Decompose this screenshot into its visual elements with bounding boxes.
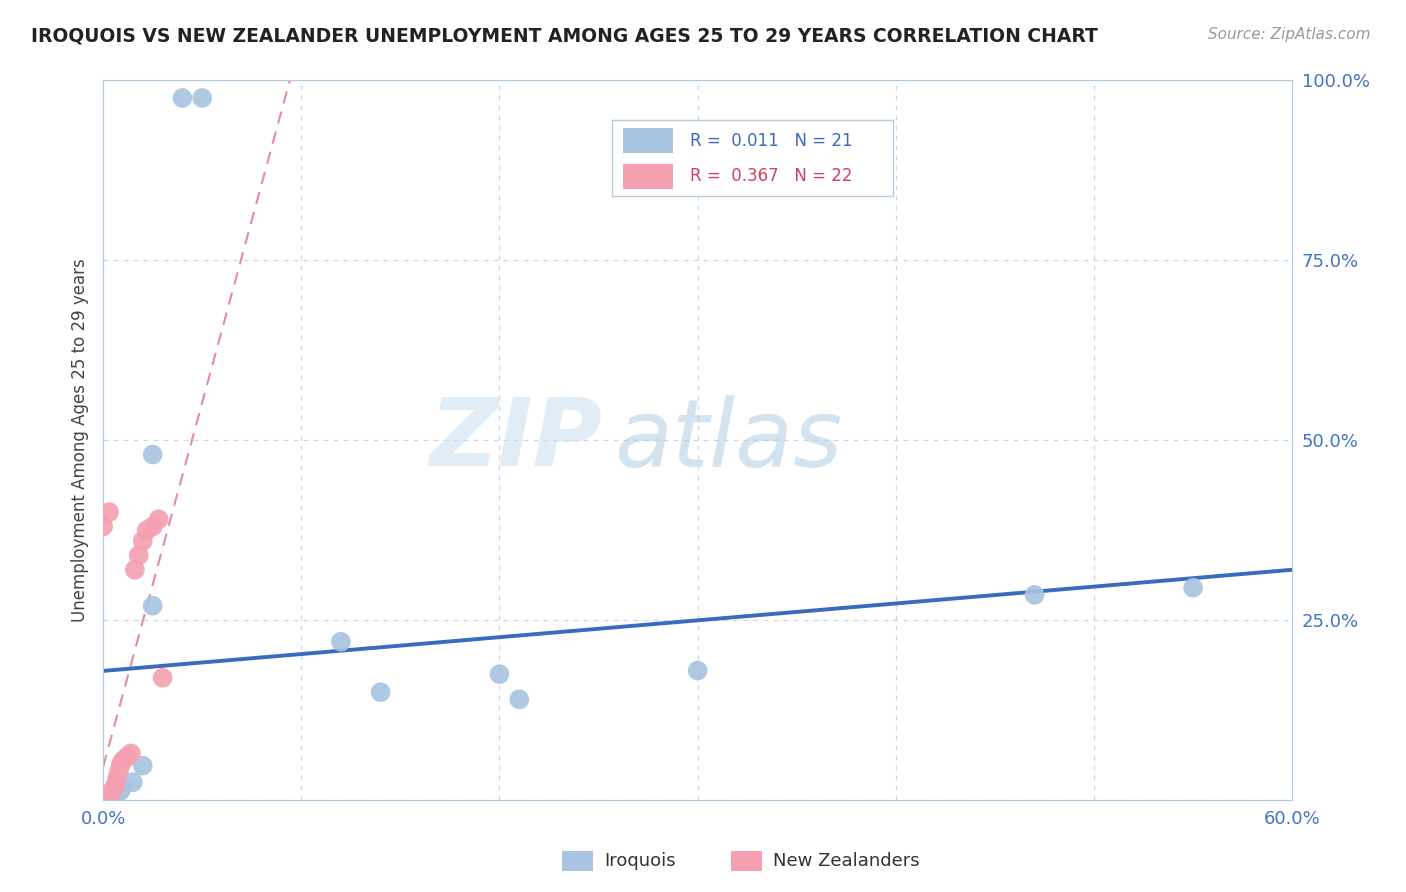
Point: [104, 779, 127, 793]
Point: [98, 505, 121, 519]
Point: [370, 685, 392, 699]
Point: [111, 754, 134, 768]
Point: [115, 750, 138, 764]
Text: ZIP: ZIP: [430, 394, 603, 486]
Point: [96, 793, 118, 807]
Point: [91, 793, 114, 807]
Point: [110, 783, 132, 797]
Text: atlas: atlas: [614, 394, 842, 485]
Point: [1182, 581, 1205, 595]
Point: [94, 791, 117, 805]
Point: [105, 786, 128, 800]
Point: [132, 758, 155, 772]
Point: [98, 788, 121, 802]
Point: [488, 667, 510, 681]
Point: [135, 523, 157, 537]
Point: [101, 782, 124, 797]
Point: [121, 775, 143, 789]
Y-axis label: Unemployment Among Ages 25 to 29 years: Unemployment Among Ages 25 to 29 years: [72, 258, 89, 622]
Point: [191, 91, 214, 105]
Point: [132, 533, 155, 548]
Point: [172, 91, 194, 105]
Point: [104, 788, 127, 802]
FancyBboxPatch shape: [623, 128, 673, 153]
Point: [96, 789, 118, 804]
Text: New Zealanders: New Zealanders: [773, 852, 920, 870]
Point: [142, 599, 165, 613]
Point: [111, 779, 134, 793]
Text: Source: ZipAtlas.com: Source: ZipAtlas.com: [1208, 27, 1371, 42]
Point: [108, 784, 131, 798]
Point: [508, 692, 530, 706]
Point: [142, 448, 165, 462]
Text: R =  0.367   N = 22: R = 0.367 N = 22: [690, 167, 853, 185]
Point: [142, 519, 165, 533]
Text: IROQUOIS VS NEW ZEALANDER UNEMPLOYMENT AMONG AGES 25 TO 29 YEARS CORRELATION CHA: IROQUOIS VS NEW ZEALANDER UNEMPLOYMENT A…: [31, 27, 1098, 45]
Point: [91, 519, 114, 533]
Point: [108, 764, 131, 779]
Text: Iroquois: Iroquois: [605, 852, 676, 870]
Text: R =  0.011   N = 21: R = 0.011 N = 21: [690, 132, 853, 150]
Point: [101, 789, 124, 804]
Point: [148, 512, 170, 526]
Point: [120, 747, 142, 761]
FancyBboxPatch shape: [623, 163, 673, 189]
Point: [686, 664, 709, 678]
Point: [100, 786, 122, 800]
Point: [110, 757, 132, 772]
Point: [124, 563, 146, 577]
Point: [128, 549, 150, 563]
Point: [152, 671, 174, 685]
Point: [98, 791, 121, 805]
Point: [105, 772, 128, 786]
Point: [329, 634, 352, 648]
Point: [1024, 588, 1046, 602]
